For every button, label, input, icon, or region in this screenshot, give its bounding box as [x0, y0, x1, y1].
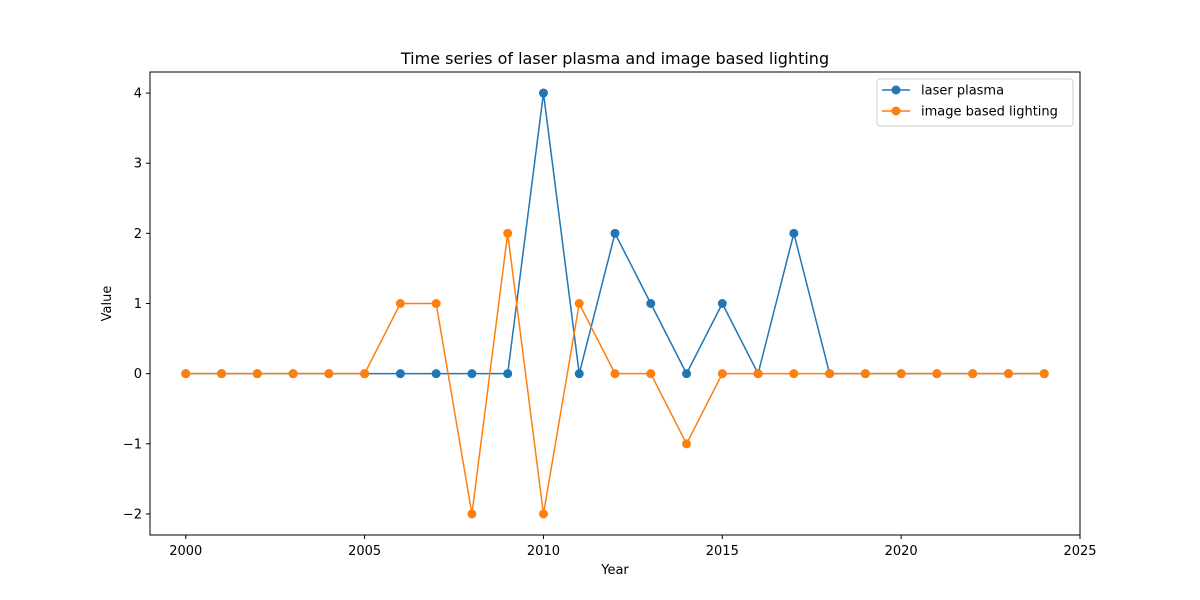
data-point-image-based-lighting — [825, 369, 835, 379]
data-point-image-based-lighting — [968, 369, 978, 379]
legend-box — [876, 78, 1074, 127]
plot-frame — [149, 71, 1081, 536]
data-point-laser-plasma — [717, 299, 727, 308]
data-point-laser-plasma — [431, 369, 441, 379]
data-point-image-based-lighting — [217, 369, 227, 379]
y-axis-label: Value — [100, 286, 115, 322]
data-point-image-based-lighting — [324, 369, 334, 379]
data-point-image-based-lighting — [431, 299, 441, 308]
legend: laser plasma image based lighting — [876, 78, 1074, 127]
legend-marker-laser-plasma — [891, 85, 901, 95]
data-point-laser-plasma — [789, 228, 799, 238]
data-point-image-based-lighting — [646, 369, 656, 379]
legend-marker-image-based-lighting — [891, 106, 901, 116]
data-point-image-based-lighting — [467, 509, 477, 519]
data-point-laser-plasma — [574, 369, 584, 379]
y-tick-label: −1 — [123, 437, 142, 452]
legend-label-laser-plasma: laser plasma — [921, 84, 1004, 99]
data-point-image-based-lighting — [789, 369, 799, 379]
plot-series — [181, 88, 1049, 519]
data-point-laser-plasma — [610, 228, 620, 238]
data-point-image-based-lighting — [360, 369, 370, 379]
data-point-image-based-lighting — [932, 369, 942, 379]
y-tick-label: 2 — [134, 227, 142, 242]
x-tick-label: 2020 — [885, 544, 918, 559]
data-point-image-based-lighting — [395, 299, 405, 308]
y-tick-label: −2 — [123, 507, 142, 522]
x-axis: 2000 2005 2010 2015 2020 2025 — [169, 535, 1097, 559]
data-point-image-based-lighting — [574, 299, 584, 308]
data-point-image-based-lighting — [252, 369, 262, 379]
data-point-image-based-lighting — [610, 369, 620, 379]
data-point-laser-plasma — [538, 88, 548, 98]
data-point-laser-plasma — [682, 369, 692, 379]
data-point-laser-plasma — [503, 369, 513, 379]
x-axis-label: Year — [600, 563, 629, 578]
data-point-laser-plasma — [646, 299, 656, 308]
data-point-laser-plasma — [467, 369, 477, 379]
data-point-image-based-lighting — [682, 439, 692, 449]
x-tick-label: 2000 — [169, 544, 202, 559]
x-tick-label: 2015 — [706, 544, 739, 559]
y-tick-label: 0 — [134, 367, 142, 382]
data-point-image-based-lighting — [753, 369, 763, 379]
x-tick-label: 2005 — [348, 544, 381, 559]
data-point-image-based-lighting — [181, 369, 191, 379]
data-point-image-based-lighting — [717, 369, 727, 379]
y-tick-label: 1 — [134, 297, 142, 312]
data-point-image-based-lighting — [538, 509, 548, 519]
data-point-image-based-lighting — [860, 369, 870, 379]
x-tick-label: 2025 — [1063, 544, 1096, 559]
data-point-image-based-lighting — [1003, 369, 1013, 379]
data-point-laser-plasma — [395, 369, 405, 379]
data-point-image-based-lighting — [503, 228, 513, 238]
chart-title: Time series of laser plasma and image ba… — [400, 49, 829, 68]
data-point-image-based-lighting — [1039, 369, 1049, 379]
y-tick-label: 3 — [134, 157, 142, 172]
data-point-image-based-lighting — [896, 369, 906, 379]
y-tick-label: 4 — [134, 87, 142, 102]
legend-label-image-based-lighting: image based lighting — [921, 105, 1058, 120]
data-point-image-based-lighting — [288, 369, 298, 379]
y-axis: −2 −1 0 1 2 3 4 — [123, 87, 150, 522]
x-tick-label: 2010 — [527, 544, 560, 559]
